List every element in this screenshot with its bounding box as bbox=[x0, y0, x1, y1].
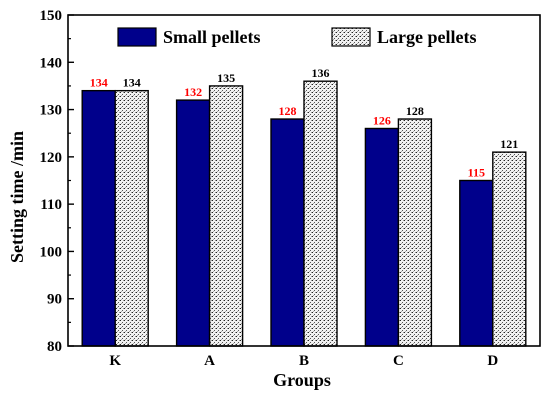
data-label-small-D: 115 bbox=[468, 166, 485, 180]
bar-large-C bbox=[397, 118, 433, 347]
bar-small-C bbox=[364, 127, 400, 347]
data-label-large-A: 135 bbox=[217, 71, 235, 85]
data-label-large-D: 121 bbox=[500, 137, 518, 151]
y-tick-label-110: 110 bbox=[40, 197, 62, 213]
bar-large-A bbox=[208, 85, 244, 347]
data-label-small-A: 132 bbox=[184, 85, 202, 99]
bar-large-D bbox=[492, 151, 527, 347]
legend-label-large: Large pellets bbox=[377, 27, 476, 47]
bar-small-D bbox=[459, 179, 494, 347]
data-label-large-B: 136 bbox=[312, 66, 330, 80]
legend-swatch-large bbox=[331, 27, 371, 47]
data-label-large-C: 128 bbox=[406, 104, 424, 118]
data-label-large-K: 134 bbox=[123, 76, 141, 90]
y-tick-label-100: 100 bbox=[40, 244, 63, 260]
legend-label-small: Small pellets bbox=[163, 27, 261, 47]
x-tick-label-B: B bbox=[299, 353, 309, 369]
bar-large-B bbox=[303, 80, 338, 347]
y-tick-label-150: 150 bbox=[40, 8, 63, 24]
y-tick-label-130: 130 bbox=[40, 103, 63, 119]
y-tick-label-120: 120 bbox=[40, 150, 63, 166]
x-tick-label-C: C bbox=[393, 353, 404, 369]
bar-small-A bbox=[175, 99, 211, 347]
y-axis-label: Setting time /min bbox=[7, 131, 27, 263]
bar-large-K bbox=[114, 89, 149, 347]
x-tick-label-D: D bbox=[487, 353, 498, 369]
bar-small-K bbox=[81, 89, 116, 347]
y-tick-label-140: 140 bbox=[40, 55, 63, 71]
x-tick-label-K: K bbox=[109, 353, 121, 369]
x-tick-label-A: A bbox=[204, 353, 215, 369]
data-label-small-K: 134 bbox=[90, 76, 108, 90]
data-label-small-C: 126 bbox=[373, 113, 391, 127]
data-label-small-B: 128 bbox=[279, 104, 297, 118]
x-axis-label: Groups bbox=[273, 370, 331, 390]
plot-area: 134 134 K 132 135 A 128 136 B 126 128 C 115 121 D 80 90 1… bbox=[40, 8, 541, 369]
bar-small-B bbox=[270, 118, 305, 347]
y-tick-label-90: 90 bbox=[47, 292, 62, 308]
legend-swatch-small bbox=[117, 27, 157, 47]
y-tick-label-80: 80 bbox=[47, 339, 62, 355]
